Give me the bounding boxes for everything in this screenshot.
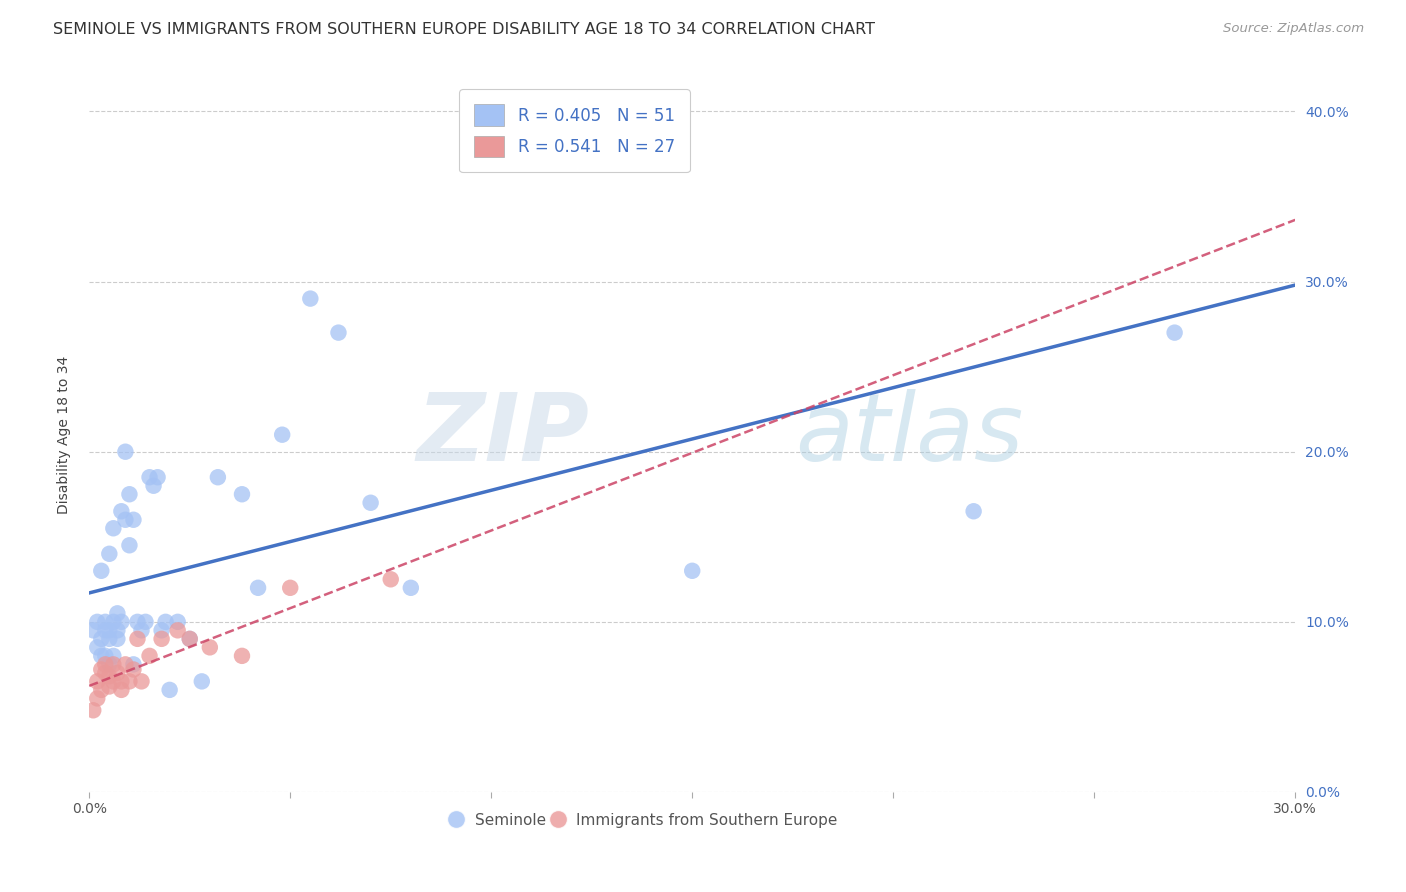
Point xyxy=(166,624,188,638)
Point xyxy=(127,632,149,646)
Point xyxy=(90,564,112,578)
Point xyxy=(207,470,229,484)
Point xyxy=(98,657,121,672)
Point xyxy=(479,138,502,153)
Point xyxy=(155,615,177,629)
Legend: Seminole, Immigrants from Southern Europe: Seminole, Immigrants from Southern Europ… xyxy=(444,806,844,834)
Point xyxy=(131,624,153,638)
Point xyxy=(94,648,117,663)
Point xyxy=(94,624,117,638)
Point xyxy=(110,504,132,518)
Point xyxy=(299,292,322,306)
Point xyxy=(114,444,136,458)
Point xyxy=(82,703,104,717)
Point xyxy=(198,640,221,655)
Point xyxy=(150,632,173,646)
Point xyxy=(114,657,136,672)
Point xyxy=(360,496,382,510)
Point xyxy=(118,538,141,552)
Point xyxy=(231,487,253,501)
Point xyxy=(118,674,141,689)
Point xyxy=(146,470,169,484)
Point xyxy=(105,624,128,638)
Point xyxy=(103,674,125,689)
Point xyxy=(103,521,125,535)
Point xyxy=(110,682,132,697)
Point xyxy=(86,691,108,706)
Point xyxy=(231,648,253,663)
Point xyxy=(118,487,141,501)
Point xyxy=(98,547,121,561)
Point xyxy=(82,624,104,638)
Point xyxy=(90,663,112,677)
Point xyxy=(86,640,108,655)
Point xyxy=(399,581,422,595)
Point xyxy=(98,624,121,638)
Point xyxy=(134,615,156,629)
Point xyxy=(138,648,160,663)
Point xyxy=(131,674,153,689)
Point xyxy=(142,479,165,493)
Point xyxy=(105,632,128,646)
Point xyxy=(271,427,294,442)
Point xyxy=(150,624,173,638)
Point xyxy=(105,665,128,680)
Point xyxy=(962,504,984,518)
Point xyxy=(105,607,128,621)
Point xyxy=(179,632,201,646)
Point xyxy=(1163,326,1185,340)
Point xyxy=(159,682,181,697)
Point xyxy=(179,632,201,646)
Point xyxy=(122,513,145,527)
Point xyxy=(94,665,117,680)
Point xyxy=(122,657,145,672)
Point xyxy=(103,657,125,672)
Point xyxy=(328,326,350,340)
Point xyxy=(110,615,132,629)
Point xyxy=(127,615,149,629)
Point xyxy=(380,572,402,586)
Y-axis label: Disability Age 18 to 34: Disability Age 18 to 34 xyxy=(58,356,72,514)
Point xyxy=(103,648,125,663)
Point xyxy=(681,564,703,578)
Point xyxy=(191,674,214,689)
Point xyxy=(98,680,121,694)
Point xyxy=(122,663,145,677)
Text: SEMINOLE VS IMMIGRANTS FROM SOUTHERN EUROPE DISABILITY AGE 18 TO 34 CORRELATION : SEMINOLE VS IMMIGRANTS FROM SOUTHERN EUR… xyxy=(53,22,876,37)
Point xyxy=(278,581,301,595)
Point xyxy=(114,513,136,527)
Point xyxy=(86,615,108,629)
Point xyxy=(110,674,132,689)
Point xyxy=(86,674,108,689)
Point xyxy=(90,632,112,646)
Point xyxy=(94,657,117,672)
Text: ZIP: ZIP xyxy=(416,389,589,481)
Point xyxy=(90,682,112,697)
Point xyxy=(90,648,112,663)
Point xyxy=(247,581,270,595)
Text: atlas: atlas xyxy=(794,389,1024,480)
Point xyxy=(94,615,117,629)
Point xyxy=(98,669,121,683)
Text: Source: ZipAtlas.com: Source: ZipAtlas.com xyxy=(1223,22,1364,36)
Point xyxy=(138,470,160,484)
Point xyxy=(166,615,188,629)
Point xyxy=(98,632,121,646)
Point xyxy=(103,615,125,629)
